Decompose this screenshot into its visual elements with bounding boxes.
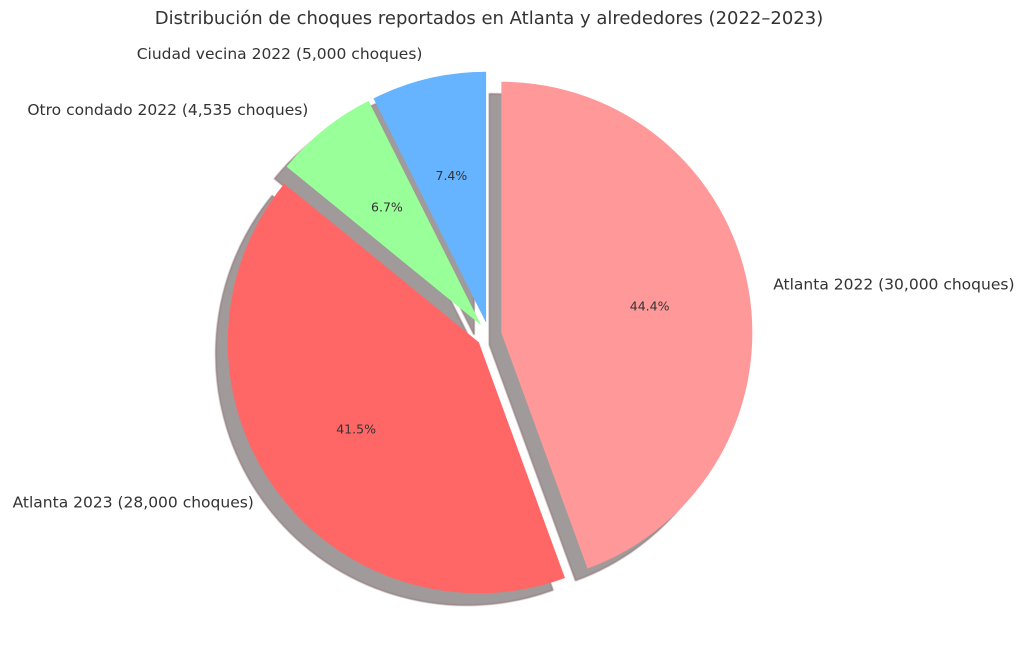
pie-slice-atlanta-2022-30-000-choques — [501, 81, 753, 569]
label-layer: 44.4% Atlanta 2022 (30,000 choques) 41.5% A… — [13, 45, 1015, 511]
slice-label-ciudad-vecina-2022-5-000-choques: Ciudad vecina 2022 (5,000 choques) — [137, 45, 423, 63]
percent-label-atlanta-2022-30-000-choques: 44.4% — [630, 299, 670, 314]
pie-slice-otro-condado-2022-4-535-choques — [286, 100, 482, 326]
pie-slice-atlanta-2023-28-000-choques — [227, 183, 565, 594]
chart-title: Distribución de choques reportados en At… — [155, 8, 823, 29]
percent-label-otro-condado-2022-4-535-choques: 6.7% — [371, 200, 403, 215]
slice-label-otro-condado-2022-4-535-choques: Otro condado 2022 (4,535 choques) — [27, 101, 308, 119]
percent-label-atlanta-2023-28-000-choques: 41.5% — [336, 422, 376, 437]
slice-label-atlanta-2022-30-000-choques: Atlanta 2022 (30,000 choques) — [773, 276, 1014, 294]
pie-slice-ciudad-vecina-2022-5-000-choques — [373, 71, 487, 323]
percent-label-ciudad-vecina-2022-5-000-choques: 7.4% — [436, 168, 468, 183]
slice-label-atlanta-2023-28-000-choques: Atlanta 2023 (28,000 choques) — [13, 493, 254, 511]
slice-layer — [227, 71, 753, 594]
